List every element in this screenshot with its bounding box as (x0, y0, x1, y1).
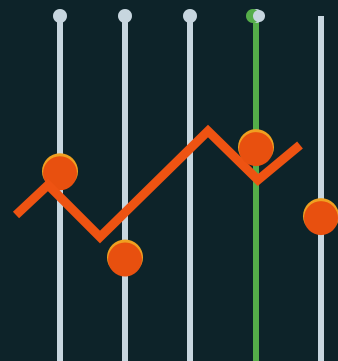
slider-1-knob[interactable] (42, 153, 78, 191)
slider-1-knob-face (43, 156, 77, 191)
slider-2-knob-face (108, 242, 142, 277)
zigzag-line (12, 124, 303, 244)
slider-4-end-cap-light (253, 10, 265, 22)
slider-3-end-cap (183, 9, 197, 23)
slider-2-end-cap (118, 9, 132, 23)
slider-2-knob[interactable] (107, 239, 143, 277)
slider-1-end-cap (53, 9, 67, 23)
slider-4-knob-face (239, 132, 273, 167)
slider-5-knob[interactable] (303, 198, 338, 236)
slider-4-knob[interactable] (238, 129, 274, 167)
slider-5-knob-face (304, 201, 338, 236)
